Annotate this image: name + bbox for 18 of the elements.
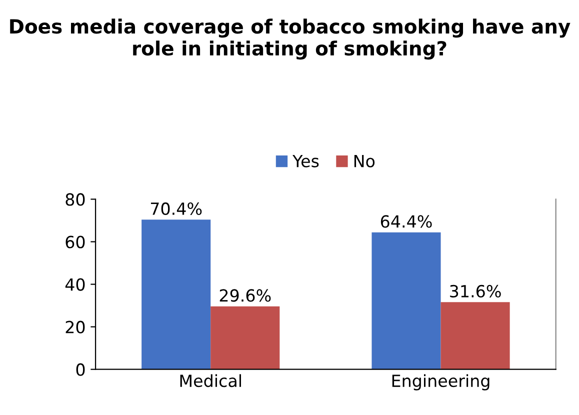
y-tick-label: 20 <box>66 320 85 334</box>
y-tick-label: 60 <box>66 236 85 248</box>
bar <box>372 232 441 370</box>
y-tick-label: 80 <box>66 193 85 206</box>
bar <box>210 306 280 370</box>
data-label: 31.6% <box>450 284 501 298</box>
y-tick-label: 0 <box>76 363 85 376</box>
bar <box>440 302 510 370</box>
x-tick-label: Engineering <box>392 374 490 390</box>
y-tick-label: 40 <box>65 278 85 291</box>
bar <box>142 220 211 370</box>
data-label: 64.4% <box>380 215 432 228</box>
x-tick-label: Medical <box>180 374 241 388</box>
chart-title: Does media coverage of tobacco smoking have any role in initiating of smoking? <box>10 18 570 60</box>
data-label: 29.6% <box>220 289 271 302</box>
legend-label: No <box>354 154 375 168</box>
data-label: 70.4% <box>150 202 202 215</box>
legend-label: Yes <box>292 154 319 168</box>
